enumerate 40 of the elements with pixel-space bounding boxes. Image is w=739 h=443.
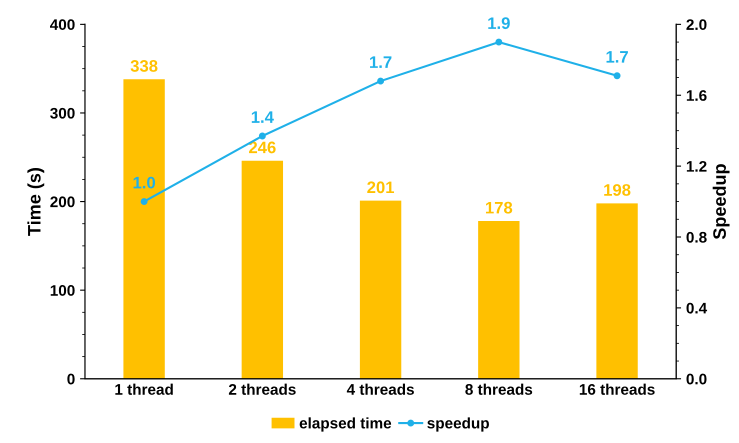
bar [242,160,284,379]
legend-label: speedup [427,417,489,432]
y-tick-label: 0 [67,374,75,384]
data-label: 201 [367,181,394,194]
y-tick-label: 200 [50,196,75,208]
bar [360,200,402,379]
y2-axis-title: Speedup [712,164,730,240]
data-label: 178 [486,202,512,214]
data-label: 246 [249,142,276,154]
data-label: 1.7 [370,56,392,68]
data-label: 1.9 [488,17,510,30]
data-label: 198 [604,184,630,196]
data-label: 1.7 [606,51,628,63]
y-tick-label: 300 [50,108,75,119]
x-tick-label: 1 thread [115,384,173,395]
legend-label: elapsed time [300,417,392,432]
y-tick-label: 100 [50,285,75,296]
y2-tick-label: 2.0 [686,19,707,30]
y2-tick-label: 0.0 [686,374,707,384]
bar [123,79,165,379]
data-label: 1.0 [134,176,156,189]
bar [478,221,520,379]
bar [596,203,638,379]
x-tick-label: 16 threads [580,384,655,395]
y2-tick-label: 1.2 [686,160,707,172]
point [614,72,621,80]
point [377,78,384,85]
data-label: 1.4 [252,111,274,123]
x-tick-label: 2 threads [228,384,296,395]
y2-tick-label: 0.8 [686,232,707,243]
y-axis-title: Time (s) [27,168,44,236]
point [140,198,148,206]
y2-tick-label: 1.6 [686,90,707,101]
y-tick-label: 400 [50,19,75,30]
x-tick-label: 4 threads [346,384,414,395]
data-label: 338 [130,60,158,72]
point [495,38,502,46]
point [258,132,266,140]
x-tick-label: 8 threads [465,384,532,395]
y2-tick-label: 0.4 [686,302,708,314]
